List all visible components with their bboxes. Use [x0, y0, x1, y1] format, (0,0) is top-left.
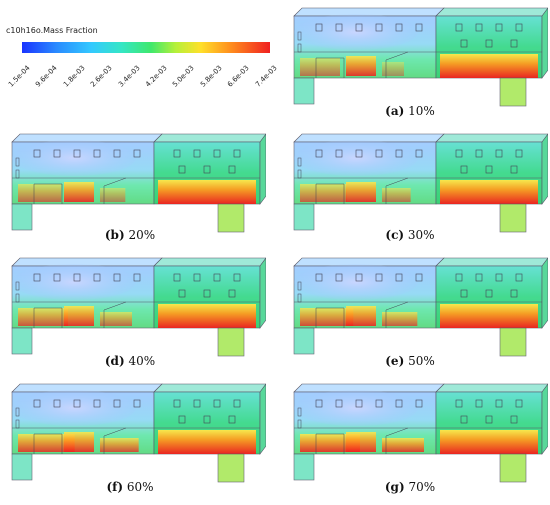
simulation-panel: [286, 128, 548, 233]
panel-letter: (c): [385, 228, 405, 242]
panel-caption: (e) 50%: [370, 354, 450, 368]
simulation-panel: [286, 378, 548, 483]
simulation-panel: [4, 128, 266, 233]
panel-caption: (g) 70%: [370, 480, 450, 494]
panel-letter: (g): [384, 480, 405, 494]
panel-letter: (d): [104, 354, 125, 368]
legend-tick-label: 3.4e-03: [116, 64, 142, 89]
color-legend: c10h16o.Mass Fraction 1.5e-04 9.6e-04 1.8e…: [4, 26, 278, 96]
simulation-panel: [4, 252, 266, 357]
panel-caption: (b) 20%: [90, 228, 170, 242]
legend-colorbar: [22, 42, 270, 53]
legend-tick-label: 5.0e-03: [171, 64, 197, 89]
panel-caption: (d) 40%: [90, 354, 170, 368]
panel-percent: 60%: [126, 480, 154, 494]
building-concentration-render: [11, 383, 266, 483]
legend-tick-label: 1.5e-04: [6, 64, 32, 89]
building-concentration-render: [293, 257, 548, 357]
legend-tick-label: 1.8e-03: [61, 64, 87, 89]
legend-title: c10h16o.Mass Fraction: [6, 26, 98, 35]
building-concentration-render: [11, 133, 266, 233]
panel-percent: 10%: [408, 104, 435, 118]
panel-caption: (c) 30%: [370, 228, 450, 242]
simulation-panel: [286, 2, 548, 107]
panel-caption: (a) 10%: [370, 104, 450, 118]
panel-percent: 40%: [128, 354, 156, 368]
legend-tick-label: 5.8e-03: [198, 64, 224, 89]
legend-tick-label: 9.6e-04: [34, 64, 60, 89]
panel-percent: 50%: [408, 354, 435, 368]
simulation-panel: [4, 378, 266, 483]
legend-tick-label: 6.6e-03: [226, 64, 251, 89]
simulation-panel: [286, 252, 548, 357]
panel-percent: 30%: [407, 228, 435, 242]
panel-letter: (b): [104, 228, 125, 242]
building-concentration-render: [293, 383, 548, 483]
panel-percent: 70%: [408, 480, 436, 494]
panel-letter: (e): [385, 354, 405, 368]
building-concentration-render: [293, 7, 548, 107]
legend-tick-label: 7.4e-03: [253, 64, 279, 89]
panel-letter: (f): [106, 480, 124, 494]
legend-tick-label: 2.6e-03: [89, 64, 114, 89]
building-concentration-render: [11, 257, 266, 357]
panel-caption: (f) 60%: [90, 480, 170, 494]
legend-tick-label: 4.2e-03: [143, 64, 169, 89]
panel-letter: (a): [385, 104, 405, 118]
building-concentration-render: [293, 133, 548, 233]
panel-percent: 20%: [128, 228, 156, 242]
